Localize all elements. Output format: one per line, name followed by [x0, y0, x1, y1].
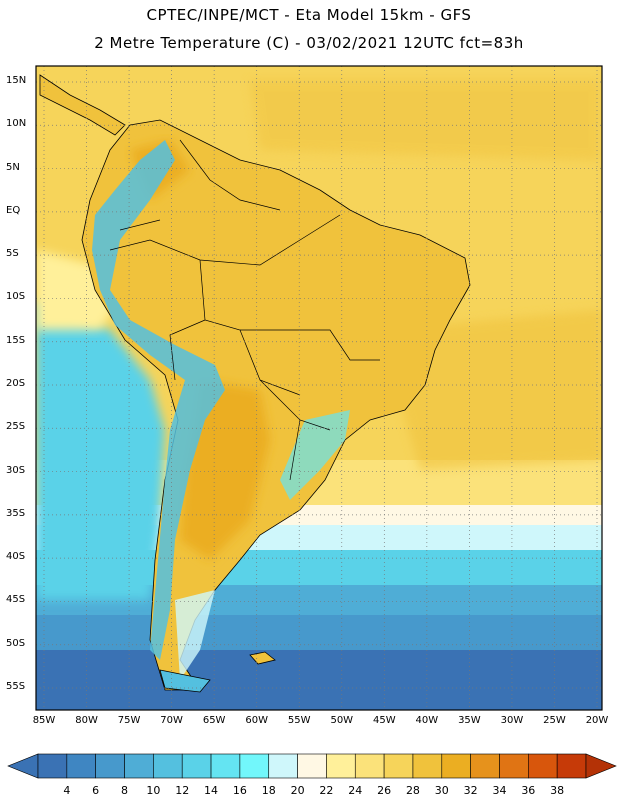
patagonia-cool — [175, 590, 215, 680]
colorbar-tick-label: 36 — [521, 784, 536, 797]
lat-label: EQ — [6, 204, 21, 216]
colorbar-tick-label: 16 — [232, 784, 247, 797]
lon-label: 30W — [500, 715, 524, 726]
lat-label: 10S — [6, 291, 26, 303]
colorbar-tick-label: 30 — [434, 784, 449, 797]
colorbar-tick-label: 8 — [121, 784, 129, 797]
lon-label: 65W — [202, 715, 226, 726]
andes-cool-strip — [92, 140, 225, 660]
lat-label: 5N — [6, 161, 20, 173]
colorbar-tick-label: 24 — [348, 784, 363, 797]
lon-label: 50W — [330, 715, 354, 726]
lon-label: 55W — [287, 715, 311, 726]
lat-label: 25S — [6, 421, 26, 433]
colorbar-tick-label: 38 — [550, 784, 565, 797]
southern-brazil-cool — [280, 410, 350, 500]
lon-label: 85W — [32, 715, 56, 726]
lon-label: 80W — [75, 715, 98, 726]
falkland-islands — [249, 651, 276, 665]
colorbar-tick-label: 10 — [146, 784, 161, 797]
lat-label: 20S — [6, 378, 26, 389]
ocean-cold-band-4 — [36, 650, 602, 710]
lat-label: 35S — [6, 507, 26, 519]
lon-label: 20W — [585, 715, 609, 726]
colorbar-tick-label: 12 — [175, 784, 190, 797]
lon-label: 40W — [415, 715, 439, 726]
lon-label: 75W — [117, 715, 141, 726]
lat-label: 5S — [6, 248, 19, 260]
colorbar-tick-label: 6 — [92, 784, 100, 797]
country-borders — [109, 139, 380, 481]
lat-label: 10N — [6, 118, 27, 130]
colorbar-tick-label: 22 — [319, 784, 334, 797]
lat-label: 15N — [6, 75, 27, 86]
map-title: CPTEC/INPE/MCT - Eta Model 15km - GFS — [146, 6, 472, 24]
lat-label: 30S — [6, 464, 26, 476]
colorbar-tick-label: 26 — [377, 784, 392, 797]
atlantic-warm-patch-north — [250, 80, 600, 160]
lat-label: 40S — [6, 551, 26, 563]
colorbar-tick-label: 32 — [463, 784, 478, 797]
central-america-land — [39, 74, 126, 136]
colorbar-tick-label: 4 — [63, 784, 71, 797]
map-frame — [35, 65, 603, 711]
colorbar-tick-label: 18 — [261, 784, 276, 797]
pacific-pale-current — [36, 250, 120, 330]
lon-label: 70W — [160, 715, 183, 726]
lat-label: 15S — [6, 334, 26, 346]
lat-label: 55S — [6, 681, 26, 692]
lon-label: 35W — [458, 715, 481, 726]
tierra-del-fuego — [159, 669, 211, 693]
colorbar-tick-label: 14 — [204, 784, 219, 797]
ocean-cold-band-3 — [36, 615, 602, 655]
pacific-cool-current — [36, 300, 165, 600]
lon-label: 45W — [372, 715, 396, 726]
atlantic-warm-patch — [380, 310, 602, 470]
colorbar-tick-label: 34 — [492, 784, 507, 797]
colorbar-tick-label: 20 — [290, 784, 305, 797]
lat-label: 45S — [6, 594, 26, 606]
lon-label: 25W — [543, 715, 566, 726]
lon-label: 60W — [245, 715, 268, 726]
map-subtitle: 2 Metre Temperature (C) - 03/02/2021 12U… — [94, 34, 524, 52]
lat-lon-grid — [36, 66, 602, 710]
lat-label: 50S — [6, 637, 26, 649]
colorbar-tick-label: 28 — [405, 784, 420, 797]
